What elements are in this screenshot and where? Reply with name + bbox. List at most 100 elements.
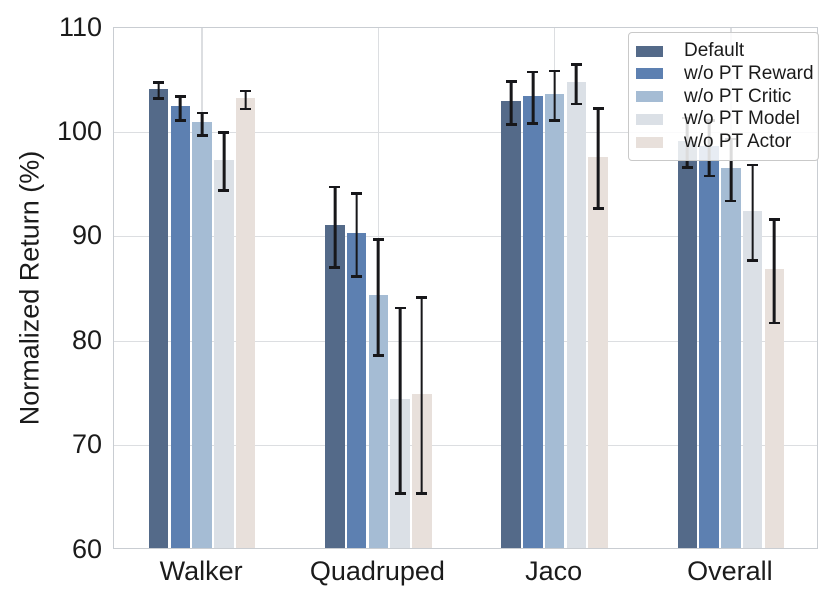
gridline-y-70: [114, 444, 817, 447]
error-bar-stem: [222, 131, 226, 192]
bar-overall-w-o-pt-model: [742, 210, 763, 548]
error-bar-stem: [398, 306, 402, 495]
bar-jaco-w-o-pt-actor: [588, 156, 608, 548]
bar-walker-w-o-pt-model: [214, 159, 234, 548]
error-bar-quadruped-w-o-pt-critic: [372, 237, 384, 357]
error-bar-jaco-w-o-pt-model: [570, 63, 582, 106]
error-bar-walker-w-o-pt-reward: [174, 94, 186, 122]
bar-walker-default: [148, 88, 169, 548]
legend-item-default: Default: [636, 40, 808, 62]
error-bar-stem: [333, 185, 337, 270]
error-bar-cap-bottom: [681, 166, 693, 169]
error-bar-cap-bottom: [196, 133, 208, 137]
error-bar-stem: [772, 218, 776, 325]
error-bar-cap-bottom: [592, 206, 604, 210]
legend-item-w-o-pt-critic: w/o PT Critic: [636, 86, 808, 108]
bar-walker-w-o-pt-critic: [192, 122, 212, 548]
legend-swatch-icon: [636, 91, 663, 102]
error-bar-cap-bottom: [416, 491, 428, 495]
bar-quadruped-w-o-pt-critic: [368, 295, 389, 548]
x-tick-label-jaco: Jaco: [525, 556, 583, 586]
error-bar-cap-top: [527, 70, 539, 74]
bar-quadruped-w-o-pt-reward: [346, 232, 367, 548]
gridline-y-90: [114, 236, 817, 238]
error-bar-cap-bottom: [703, 174, 715, 178]
x-tick-label-quadruped: Quadruped: [309, 556, 445, 586]
y-tick-label-90: 90: [71, 220, 102, 251]
error-bar-jaco-default: [505, 80, 517, 127]
error-bar-cap-bottom: [329, 266, 341, 270]
error-bar-cap-bottom: [505, 123, 517, 127]
error-bar-stem: [531, 70, 535, 126]
error-bar-cap-top: [174, 94, 186, 98]
y-tick-label-70: 70: [71, 429, 102, 460]
bar-jaco-w-o-pt-critic: [544, 93, 565, 548]
error-bar-jaco-w-o-pt-actor: [592, 107, 604, 210]
bar-overall-w-o-pt-actor: [764, 269, 785, 548]
bar-overall-w-o-pt-critic: [721, 167, 741, 548]
error-bar-quadruped-w-o-pt-actor: [416, 296, 428, 495]
error-bar-overall-w-o-pt-model: [747, 163, 759, 262]
y-tick-label-100: 100: [56, 115, 102, 146]
bar-walker-w-o-pt-actor: [235, 98, 256, 548]
error-bar-cap-bottom: [240, 107, 252, 111]
legend-label: w/o PT Reward: [684, 62, 814, 84]
error-bar-walker-w-o-pt-critic: [196, 111, 208, 137]
error-bar-cap-top: [153, 81, 165, 84]
error-bar-stem: [157, 81, 161, 101]
error-bar-quadruped-w-o-pt-model: [394, 306, 406, 495]
error-bar-cap-top: [570, 63, 582, 67]
x-tick-label-overall: Overall: [687, 556, 773, 586]
error-bar-stem: [179, 94, 182, 122]
error-bar-stem: [200, 111, 204, 137]
error-bar-cap-bottom: [747, 259, 759, 262]
error-bar-jaco-w-o-pt-critic: [549, 69, 561, 122]
error-bar-cap-bottom: [527, 122, 539, 126]
error-bar-cap-top: [351, 191, 363, 195]
error-bar-cap-bottom: [372, 354, 384, 357]
legend-swatch-icon: [636, 68, 663, 80]
error-bar-cap-top: [196, 111, 208, 115]
bar-jaco-w-o-pt-model: [566, 82, 587, 548]
error-bar-cap-bottom: [725, 199, 737, 203]
error-bar-cap-bottom: [153, 97, 165, 101]
y-tick-label-60: 60: [71, 533, 102, 564]
error-bar-quadruped-w-o-pt-reward: [351, 191, 363, 278]
y-axis-label: Normalized Return (%): [14, 150, 45, 426]
error-bar-cap-top: [329, 185, 341, 189]
error-bar-cap-bottom: [549, 119, 561, 122]
bar-overall-default: [677, 140, 698, 548]
error-bar-cap-top: [505, 80, 517, 83]
error-bar-stem: [729, 137, 733, 203]
error-bar-stem: [509, 80, 513, 127]
error-bar-cap-bottom: [174, 119, 186, 122]
error-bar-cap-top: [416, 296, 428, 299]
error-bar-cap-top: [394, 306, 406, 310]
gridline-y-80: [114, 340, 817, 342]
error-bar-stem: [355, 191, 359, 278]
error-bar-cap-bottom: [768, 321, 780, 325]
error-bar-stem: [244, 89, 247, 111]
error-bar-quadruped-default: [329, 185, 341, 270]
error-bar-stem: [751, 163, 754, 262]
x-tick-label-walker: Walker: [159, 556, 243, 586]
error-bar-cap-top: [240, 89, 252, 93]
error-bar-walker-default: [153, 81, 165, 101]
error-bar-cap-top: [218, 131, 230, 135]
bar-overall-w-o-pt-reward: [699, 146, 719, 548]
error-bar-jaco-w-o-pt-reward: [527, 70, 539, 126]
bar-jaco-default: [501, 101, 521, 548]
y-tick-label-80: 80: [71, 324, 102, 355]
error-bar-stem: [596, 107, 600, 210]
error-bar-overall-w-o-pt-actor: [768, 218, 780, 325]
bar-quadruped-default: [325, 225, 345, 548]
error-bar-walker-w-o-pt-actor: [240, 89, 252, 111]
legend-label: Default: [684, 40, 745, 61]
legend-swatch-icon: [636, 45, 663, 57]
gridline-y-100: [114, 131, 817, 134]
legend: Default w/o PT Reward w/o PT Critic w/o PT …: [628, 32, 819, 161]
bar-jaco-w-o-pt-reward: [523, 95, 543, 548]
legend-label: w/o PT Actor: [684, 131, 792, 152]
error-bar-cap-top: [372, 237, 384, 241]
error-bar-cap-bottom: [218, 189, 230, 192]
